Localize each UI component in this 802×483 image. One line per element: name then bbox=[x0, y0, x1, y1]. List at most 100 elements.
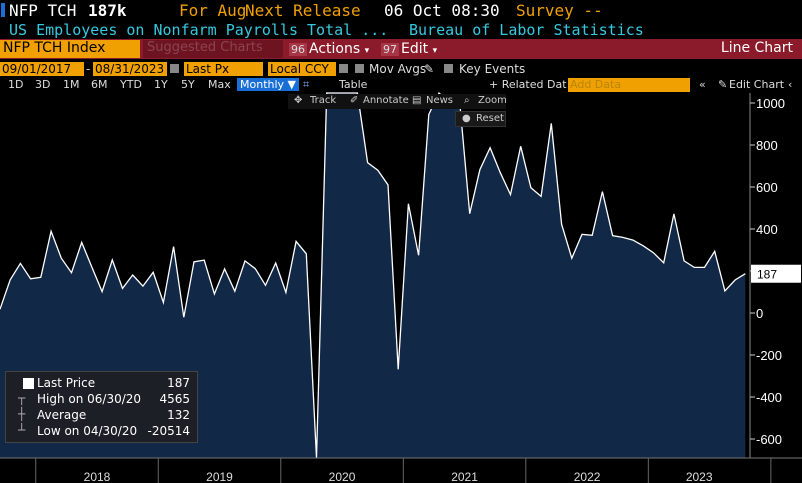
next-release-label: Next Release bbox=[245, 1, 361, 20]
double-chevron-left-icon[interactable]: « bbox=[699, 78, 706, 91]
key-events-checkbox[interactable] bbox=[444, 64, 453, 73]
year-label: 2022 bbox=[574, 470, 601, 483]
area-layer bbox=[0, 91, 746, 459]
low-marker-icon: ┴ bbox=[18, 423, 26, 437]
security-description: US Employees on Nonfarm Payrolls Total .… bbox=[9, 21, 389, 39]
edit-label: Edit bbox=[401, 41, 429, 57]
legend-average-row: ┼ Average 132 bbox=[6, 407, 196, 424]
news-button[interactable]: News bbox=[426, 95, 454, 106]
pencil-icon[interactable]: ✎ bbox=[718, 78, 728, 91]
date-separator: - bbox=[86, 62, 91, 76]
period-1d[interactable]: 1D bbox=[8, 78, 24, 91]
period-1y[interactable]: 1Y bbox=[154, 78, 168, 91]
last-value-label: 187 bbox=[757, 268, 777, 282]
annotate-button[interactable]: Annotate bbox=[363, 95, 409, 106]
y-tick-label: -200 bbox=[756, 348, 782, 363]
action-bar: NFP TCH Index Suggested Charts 96 Actions… bbox=[0, 39, 802, 59]
year-label: 2018 bbox=[84, 470, 111, 483]
chart-toolbar: ✥ Track ✐ Annotate ▤ News ⌕ Zoom bbox=[288, 94, 507, 109]
chevron-left-icon[interactable]: ‹ bbox=[788, 78, 793, 91]
reset-button[interactable]: ● Reset bbox=[455, 111, 506, 127]
legend-swatch bbox=[23, 378, 34, 389]
legend-low-value: -20514 bbox=[147, 424, 190, 438]
average-marker-icon: ┼ bbox=[18, 407, 26, 421]
parameter-bar: 09/01/2017 - 08/31/2023 Last Px Local CC… bbox=[0, 61, 802, 77]
high-marker-icon: ┬ bbox=[18, 391, 26, 405]
legend-average-label: Average bbox=[37, 408, 87, 422]
pencil-icon[interactable]: ✎ bbox=[424, 62, 435, 76]
actions-label: Actions bbox=[309, 41, 361, 57]
description-bar: US Employees on Nonfarm Payrolls Total .… bbox=[0, 21, 802, 39]
edit-menu[interactable]: 97 Edit ▾ bbox=[381, 41, 437, 57]
survey-label: Survey -- bbox=[516, 1, 603, 20]
y-tick-label: 600 bbox=[756, 180, 778, 195]
suggested-charts-label: Suggested Charts bbox=[147, 40, 263, 55]
reset-icon: ● bbox=[462, 113, 471, 124]
source: Bureau of Labor Statistics bbox=[409, 21, 644, 39]
legend-last-label: Last Price bbox=[37, 376, 96, 390]
edit-chart-button[interactable]: Edit Chart bbox=[729, 78, 785, 91]
legend-box: Last Price 187 ┬ High on 06/30/20 4565 ┼… bbox=[5, 371, 198, 443]
frequency-dropdown[interactable]: Monthly ▼ bbox=[237, 78, 300, 91]
y-tick-label: 0 bbox=[756, 306, 763, 321]
legend-high-label: High on 06/30/20 bbox=[37, 392, 142, 406]
chevron-down-icon: ▾ bbox=[364, 46, 370, 56]
series-line bbox=[0, 91, 746, 459]
y-tick-label: -600 bbox=[756, 432, 782, 447]
y-tick-label: 1000 bbox=[756, 96, 785, 111]
currency-dropdown-icon[interactable] bbox=[339, 64, 348, 73]
end-date-field[interactable]: 08/31/2023 bbox=[93, 62, 167, 76]
suggested-charts-button[interactable]: Suggested Charts bbox=[143, 40, 283, 58]
chevron-down-icon: ▾ bbox=[432, 46, 438, 56]
legend-last-value: 187 bbox=[167, 376, 190, 390]
legend-high-row: ┬ High on 06/30/20 4565 bbox=[6, 391, 196, 408]
legend-high-value: 4565 bbox=[159, 392, 190, 406]
year-label: 2023 bbox=[686, 470, 713, 483]
calendar-icon[interactable] bbox=[170, 64, 179, 73]
year-label: 2019 bbox=[206, 470, 233, 483]
legend-low-row: ┴ Low on 04/30/20 -20514 bbox=[6, 423, 196, 440]
legend-low-label: Low on 04/30/20 bbox=[37, 424, 138, 438]
actions-number: 96 bbox=[289, 43, 307, 56]
chart-type-label: Line Chart bbox=[720, 40, 793, 56]
start-date-field[interactable]: 09/01/2017 bbox=[0, 62, 84, 76]
add-data-field[interactable]: Add Data bbox=[568, 78, 690, 92]
track-button[interactable]: Track bbox=[310, 95, 337, 106]
y-tick-label: 400 bbox=[756, 222, 778, 237]
related-data-button[interactable]: + Related Dat bbox=[489, 78, 567, 91]
period-max[interactable]: Max bbox=[208, 78, 231, 91]
annotate-icon[interactable]: ✐ bbox=[350, 95, 359, 106]
y-tick-label: 800 bbox=[756, 138, 778, 153]
period-ytd[interactable]: YTD bbox=[120, 78, 142, 91]
legend-average-value: 132 bbox=[167, 408, 190, 422]
mov-avgs-checkbox[interactable] bbox=[355, 64, 364, 73]
period-bar: 1D 3D 1M 6M YTD 1Y 5Y Max Monthly ▼ ⌗ Ta… bbox=[0, 78, 802, 93]
table-button[interactable]: Table bbox=[339, 78, 368, 91]
period-6m[interactable]: 6M bbox=[91, 78, 108, 91]
edit-number: 97 bbox=[381, 43, 399, 56]
frequency-label: Monthly bbox=[240, 78, 285, 91]
y-tick-label: -400 bbox=[756, 390, 782, 405]
news-icon[interactable]: ▤ bbox=[412, 95, 422, 106]
year-label: 2021 bbox=[451, 470, 478, 483]
zoom-button[interactable]: Zoom bbox=[478, 95, 507, 106]
axis-layer: 10008006004002000-200-400-60018720182019… bbox=[0, 93, 802, 483]
currency-field[interactable]: Local CCY bbox=[268, 62, 336, 76]
for-label: For Aug bbox=[179, 1, 247, 20]
security-field[interactable]: NFP TCH Index bbox=[0, 40, 140, 58]
key-events-label: Key Events bbox=[459, 62, 526, 76]
reset-label: Reset bbox=[476, 113, 504, 124]
zoom-icon[interactable]: ⌕ bbox=[464, 95, 470, 106]
period-5y[interactable]: 5Y bbox=[181, 78, 195, 91]
period-1m[interactable]: 1M bbox=[63, 78, 80, 91]
price-field[interactable]: Last Px bbox=[184, 62, 263, 76]
track-icon[interactable]: ✥ bbox=[294, 95, 303, 106]
actions-menu[interactable]: 96 Actions ▾ bbox=[289, 41, 369, 57]
header-bar: NFP TCH 187k For Aug Next Release 06 Oct… bbox=[0, 0, 802, 21]
mov-avgs-label: Mov Avgs bbox=[369, 62, 427, 76]
ticker: NFP TCH bbox=[9, 1, 77, 20]
period-3d[interactable]: 3D bbox=[35, 78, 51, 91]
last-value-box bbox=[751, 264, 801, 283]
chart-view-icon[interactable]: ⌗ bbox=[303, 78, 310, 91]
